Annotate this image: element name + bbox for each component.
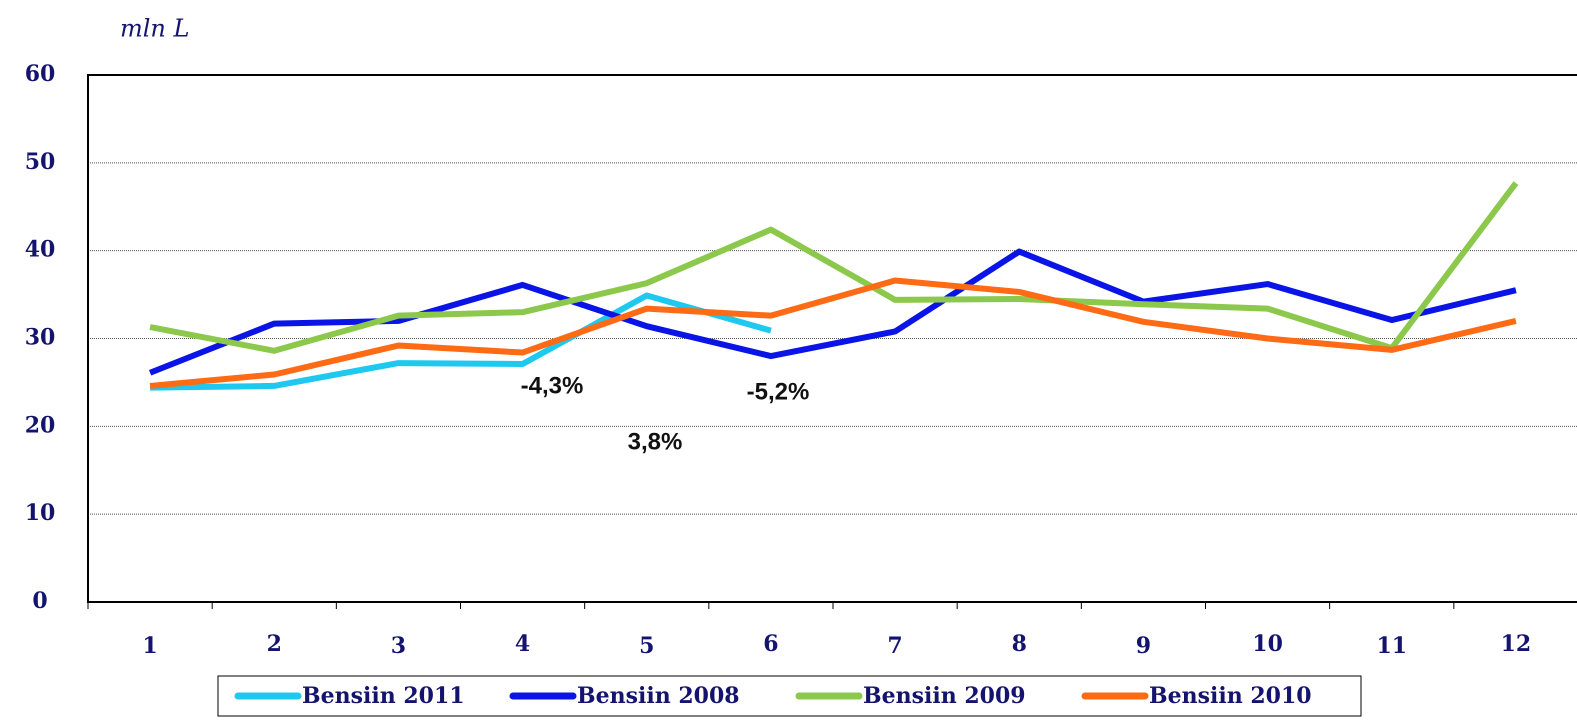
legend-label: Bensiin 2011 — [302, 683, 465, 709]
x-tick-label: 6 — [763, 631, 778, 657]
legend-label: Bensiin 2009 — [863, 683, 1026, 709]
legend-label: Bensiin 2008 — [577, 683, 740, 709]
annotation: -5,2% — [747, 378, 810, 405]
x-tick-label: 10 — [1252, 631, 1283, 657]
annotation: 3,8% — [628, 428, 683, 455]
series-line — [150, 292, 772, 391]
x-tick-label: 1 — [142, 633, 157, 659]
x-tick-label: 9 — [1136, 633, 1151, 659]
x-tick-label: 5 — [639, 633, 654, 659]
annotation: -4,3% — [521, 372, 584, 399]
y-tick-label: 40 — [25, 237, 56, 263]
x-tick-label: 8 — [1012, 631, 1027, 657]
y-tick-label: 0 — [32, 588, 47, 614]
y-tick-label: 30 — [25, 325, 56, 351]
x-tick-label: 4 — [515, 631, 530, 657]
legend-box — [217, 675, 1362, 717]
y-tick-label: 60 — [25, 61, 56, 87]
x-tick-label: 2 — [267, 631, 282, 657]
x-tick-label: 12 — [1501, 631, 1532, 657]
x-tick-label: 7 — [887, 633, 902, 659]
y-tick-label: 10 — [25, 500, 56, 526]
series-line — [149, 277, 1517, 389]
x-tick-label: 3 — [391, 633, 406, 659]
y-tick-label: 20 — [25, 412, 56, 438]
y-tick-label: 50 — [25, 149, 56, 175]
legend-label: Bensiin 2010 — [1149, 683, 1312, 709]
x-tick-label: 11 — [1376, 633, 1407, 659]
series-line — [149, 181, 1519, 354]
y-axis-label: mln L — [120, 15, 189, 43]
